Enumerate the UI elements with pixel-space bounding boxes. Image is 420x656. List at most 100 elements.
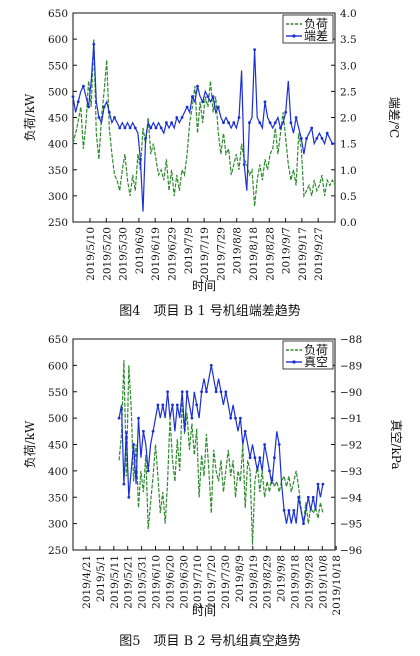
legend-box: [282, 340, 334, 370]
series-point: [127, 495, 131, 499]
y-tick-label: 300: [48, 191, 68, 203]
series-point: [287, 509, 291, 512]
x-tick-label: 2019/8/28: [264, 227, 276, 281]
series-point: [277, 443, 281, 446]
series-point: [305, 137, 308, 140]
series-point: [237, 116, 241, 119]
series-point: [107, 110, 111, 114]
y-tick-label: 450: [48, 113, 68, 125]
x-tick-label: 2019/5/10: [85, 227, 97, 281]
series-point: [151, 429, 155, 433]
series-point: [142, 429, 145, 433]
series-point: [222, 121, 225, 125]
series-point: [149, 126, 153, 130]
y2-tick-label: 4.0: [340, 8, 357, 20]
series-point: [214, 390, 218, 394]
series-point: [185, 105, 189, 109]
series-point: [284, 110, 288, 114]
x-tick-label: 2019/6/20: [164, 555, 176, 609]
series-point: [243, 429, 247, 433]
y-tick-label: 350: [48, 492, 68, 504]
figure-caption: 图4 项目 B 1 号机组端差趋势: [119, 304, 301, 319]
series-point: [282, 509, 286, 512]
series-point: [185, 390, 189, 394]
series-point: [206, 95, 210, 98]
chart-1: 250 300 350 400 450 500 550 600 650 0.0 0.5 1.0 1.5 2…: [23, 8, 401, 293]
series-point: [97, 116, 101, 119]
x-tick-label: 2019/7/9: [183, 227, 195, 274]
x-tick-label: 2019/9/18: [290, 555, 302, 609]
series-point: [248, 456, 252, 460]
series-point: [170, 121, 174, 125]
series-point: [325, 131, 329, 135]
series-point: [87, 105, 90, 109]
series-point: [165, 121, 168, 125]
series-line-load: [72, 39, 336, 207]
x-tick-label: 2019/9/28: [303, 555, 315, 609]
x-tick-label: 2019/7/10: [192, 555, 204, 609]
series-point: [180, 390, 184, 394]
series-point: [118, 126, 122, 130]
y2-axis-label: 真空/kPa: [389, 419, 403, 469]
y-tick-label: 400: [48, 466, 68, 478]
series-point: [292, 509, 296, 512]
y-tick-label: 250: [48, 545, 68, 557]
y2-tick-label: −93: [340, 466, 362, 478]
series-line-secondary: [118, 365, 324, 524]
series-point: [242, 163, 246, 166]
series-point: [232, 121, 236, 125]
x-tick-label: 2019/4/21: [81, 555, 93, 609]
y2-tick-label: −91: [340, 413, 362, 425]
y2-tick-label: 0.5: [340, 191, 357, 203]
series-point: [227, 121, 231, 125]
y-tick-label: 600: [48, 360, 68, 372]
x-tick-label: 2019/6/19: [150, 227, 162, 281]
x-tick-label: 2019/6/29: [167, 227, 179, 281]
y2-tick-label: −89: [340, 360, 362, 372]
series-point: [102, 105, 106, 109]
x-tick-label: 2019/6/30: [178, 555, 190, 609]
y2-tick-label: −92: [340, 440, 362, 452]
series-point: [92, 42, 96, 46]
series-point: [128, 126, 132, 130]
series-point: [175, 116, 179, 119]
series-point: [195, 403, 199, 407]
series-point: [122, 482, 126, 486]
series-point: [133, 126, 137, 130]
series-point: [321, 482, 325, 486]
x-tick-label: 2019/8/29: [262, 555, 274, 609]
y-tick-label: 650: [48, 8, 68, 20]
series-point: [159, 126, 163, 130]
series-point: [144, 137, 148, 140]
series-point: [196, 84, 199, 88]
x-tick-label: 2019/9/17: [297, 227, 309, 281]
legend-label: 负荷: [304, 343, 328, 357]
series-point: [216, 105, 220, 109]
y-tick-label: 400: [48, 139, 68, 151]
series-point: [273, 121, 277, 125]
y2-tick-label: 3.0: [340, 60, 357, 72]
x-axis-label: 时间: [192, 279, 216, 293]
figure-caption: 图5 项目 B 2 号机组真空趋势: [119, 634, 301, 649]
x-tick-label: 2019/5/11: [109, 555, 121, 609]
series-point: [209, 364, 213, 367]
legend-box: [282, 14, 334, 44]
y2-tick-label: −95: [340, 519, 362, 531]
y2-tick-label: 3.5: [340, 34, 357, 46]
y-tick-label: 500: [48, 413, 68, 425]
series-point: [316, 482, 320, 486]
y2-tick-label: −88: [340, 334, 362, 346]
series-point: [117, 416, 121, 420]
series-line-load: [118, 360, 324, 545]
series-point: [234, 416, 237, 420]
series-point: [263, 443, 266, 446]
x-tick-label: 2019/9/8: [276, 555, 288, 602]
x-tick-label: 2019/6/9: [134, 227, 146, 274]
x-tick-label: 2019/7/19: [199, 227, 211, 281]
series-point: [161, 403, 165, 407]
figure-4: 250 300 350 400 450 500 550 600 650 0.0 0.5 1.0 1.5 2…: [23, 8, 401, 319]
y-tick-label: 550: [48, 60, 68, 72]
series-point: [239, 416, 242, 420]
x-tick-label: 2019/5/1: [95, 555, 107, 602]
series-point: [219, 390, 223, 394]
